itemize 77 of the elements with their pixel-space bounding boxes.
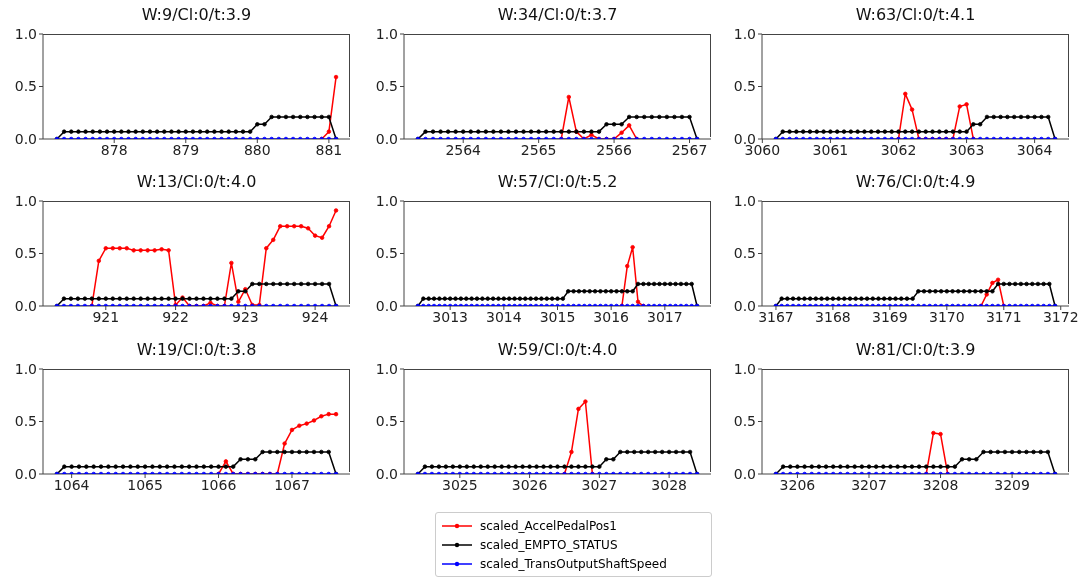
x-tick-label: 2567 — [671, 141, 708, 158]
x-tick-label: 1066 — [200, 476, 237, 493]
x-tick-label: 921 — [92, 308, 120, 325]
x-tick-label: 922 — [162, 308, 189, 325]
chart-title: W:13/Cl:0/t:4.0 — [136, 172, 257, 191]
legend-label: scaled_EMPTO_STATUS — [480, 537, 618, 552]
x-tick-label: 3209 — [994, 476, 1030, 493]
y-tick-label: 1.0 — [14, 360, 37, 377]
y-tick-label: 1.0 — [375, 360, 398, 377]
chart-title: W:9/Cl:0/t:3.9 — [141, 5, 252, 24]
x-tick-label: 3169 — [872, 308, 908, 325]
x-tick-label: 3028 — [651, 476, 687, 493]
chart-title: W:57/Cl:0/t:5.2 — [497, 172, 618, 191]
chart-title: W:19/Cl:0/t:3.8 — [136, 340, 257, 359]
y-tick-label: 0.0 — [14, 465, 37, 482]
x-tick-label: 3061 — [812, 141, 849, 158]
x-tick-label: 3062 — [880, 141, 917, 158]
x-tick-label: 3016 — [593, 308, 630, 325]
y-tick-label: 0.5 — [14, 78, 37, 95]
x-tick-label: 878 — [100, 141, 128, 158]
x-tick-label: 2566 — [596, 141, 632, 158]
y-tick-label: 1.0 — [14, 25, 37, 42]
x-tick-label: 1065 — [127, 476, 163, 493]
y-tick-label: 0.0 — [375, 297, 398, 314]
y-tick-label: 0.0 — [14, 297, 37, 314]
chart-title: W:81/Cl:0/t:3.9 — [855, 340, 976, 359]
y-tick-label: 1.0 — [733, 25, 756, 42]
x-tick-label: 3014 — [486, 308, 522, 325]
y-tick-label: 0.5 — [14, 245, 37, 262]
y-tick-label: 0.5 — [733, 413, 756, 430]
chart-title: W:76/Cl:0/t:4.9 — [855, 172, 976, 191]
x-tick-label: 1064 — [53, 476, 90, 493]
y-tick-label: 1.0 — [375, 192, 398, 209]
y-tick-label: 0.0 — [733, 465, 756, 482]
x-tick-label: 3063 — [948, 141, 985, 158]
x-tick-label: 3027 — [581, 476, 618, 493]
y-tick-label: 0.5 — [375, 245, 398, 262]
x-tick-label: 880 — [243, 141, 271, 158]
y-tick-label: 0.5 — [733, 245, 756, 262]
chart-title: W:59/Cl:0/t:4.0 — [497, 340, 618, 359]
y-tick-label: 0.0 — [14, 130, 37, 147]
chart-title: W:34/Cl:0/t:3.7 — [497, 5, 618, 24]
x-tick-label: 923 — [231, 308, 259, 325]
y-tick-label: 0.5 — [14, 413, 37, 430]
x-tick-label: 2564 — [445, 141, 482, 158]
y-tick-label: 1.0 — [733, 192, 756, 209]
x-tick-label: 3015 — [539, 308, 576, 325]
y-tick-label: 1.0 — [733, 360, 756, 377]
x-tick-label: 1067 — [274, 476, 310, 493]
legend-label: scaled_TransOutputShaftSpeed — [480, 556, 667, 571]
x-tick-label: 3171 — [985, 308, 1022, 325]
y-tick-label: 1.0 — [14, 192, 37, 209]
y-tick-label: 0.0 — [375, 130, 398, 147]
y-tick-label: 0.5 — [375, 78, 398, 95]
x-tick-label: 3017 — [647, 308, 683, 325]
y-tick-label: 0.0 — [375, 465, 398, 482]
x-tick-label: 881 — [315, 141, 343, 158]
y-tick-label: 1.0 — [375, 25, 398, 42]
chart-title: W:63/Cl:0/t:4.1 — [855, 5, 976, 24]
x-tick-label: 2565 — [520, 141, 557, 158]
y-tick-label: 0.5 — [375, 413, 398, 430]
y-tick-label: 0.5 — [733, 78, 756, 95]
y-tick-label: 0.0 — [733, 297, 756, 314]
x-tick-label: 3208 — [922, 476, 959, 493]
x-tick-label: 3167 — [758, 308, 794, 325]
x-tick-label: 3206 — [779, 476, 816, 493]
x-tick-label: 3026 — [511, 476, 548, 493]
x-tick-label: 3064 — [1016, 141, 1053, 158]
legend-label: scaled_AccelPedalPos1 — [480, 518, 617, 533]
x-tick-label: 3172 — [1042, 308, 1079, 325]
x-tick-label: 3013 — [432, 308, 468, 325]
x-tick-label: 3207 — [851, 476, 887, 493]
x-tick-label: 3168 — [815, 308, 851, 325]
x-tick-label: 879 — [172, 141, 200, 158]
x-tick-label: 3025 — [442, 476, 478, 493]
x-tick-label: 924 — [301, 308, 329, 325]
x-tick-label: 3170 — [929, 308, 965, 325]
